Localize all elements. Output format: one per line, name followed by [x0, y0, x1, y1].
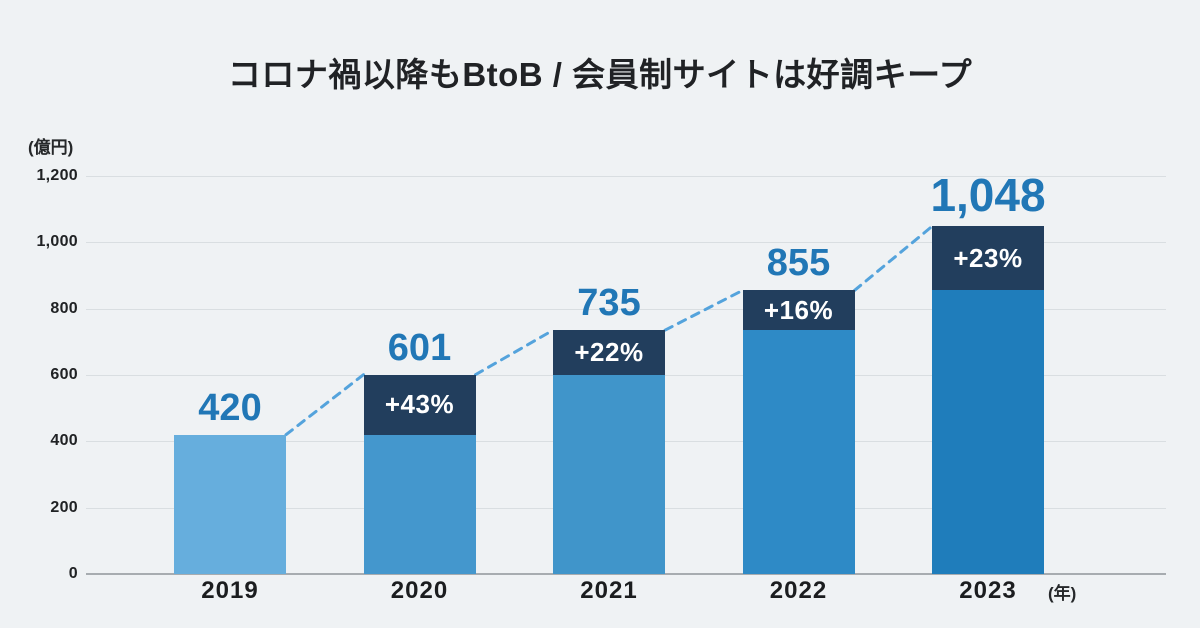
x-tick-2023: 2023 [959, 577, 1017, 604]
value-label-2019: 420 [198, 386, 262, 429]
value-label-2021: 735 [577, 282, 641, 325]
bar-2020-base [363, 434, 476, 574]
y-tick-label-0: 0 [68, 565, 78, 582]
y-tick-label-600: 600 [50, 366, 78, 383]
y-tick-label-200: 200 [50, 498, 78, 516]
bar-2020-increase: +43% [363, 374, 476, 435]
y-tick-label-400: 400 [50, 432, 78, 450]
x-tick-2020: 2020 [390, 577, 449, 604]
x-tick-2022: 2022 [769, 577, 828, 604]
growth-label-2020: +43% [384, 389, 455, 420]
bar-2022-base [742, 330, 855, 574]
bar-2023-base [932, 290, 1044, 574]
growth-label-2022: +16% [763, 294, 834, 325]
gridline-0 [86, 573, 1166, 575]
x-tick-2021: 2021 [580, 577, 638, 604]
x-axis-unit-label: (年) [1048, 584, 1077, 603]
bar-2021-increase: +22% [553, 330, 665, 375]
gridline-1200 [86, 176, 1166, 177]
chart-title: コロナ禍以降もBtoB / 会員制サイトは好調キープ [227, 56, 973, 93]
bar-2019-base [174, 434, 286, 574]
growth-label-2023: +23% [953, 242, 1023, 273]
value-label-2020: 601 [387, 326, 452, 369]
bar-2023-increase: +23% [932, 226, 1044, 291]
bar-2021-base [553, 374, 665, 574]
x-tick-2019: 2019 [201, 577, 259, 604]
growth-label-2021: +22% [574, 336, 644, 367]
y-tick-label-1000: 1,000 [36, 233, 78, 251]
y-tick-label-1200: 1,200 [36, 167, 78, 184]
y-axis-unit-label: (億円) [28, 138, 74, 157]
value-label-2023: 1,048 [930, 169, 1046, 222]
bar-2022-increase: +16% [742, 290, 855, 331]
value-label-2022: 855 [766, 242, 831, 285]
y-tick-label-800: 800 [50, 299, 78, 317]
